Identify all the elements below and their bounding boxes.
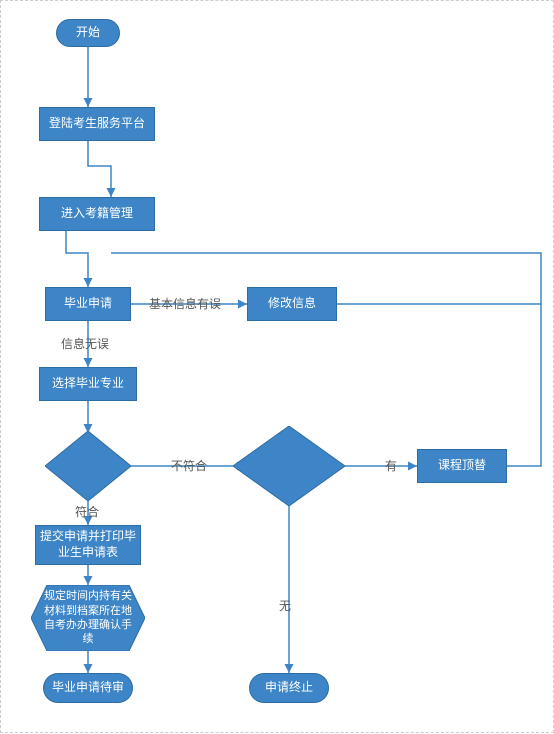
node-select: 选择毕业专业	[39, 367, 137, 401]
node-label: 毕业申请待审	[52, 680, 124, 696]
node-replace: 课程顶替	[417, 449, 507, 483]
node-label: 修改信息	[268, 296, 316, 312]
edge-label-info-ok: 信息无误	[61, 335, 109, 352]
node-confirm: 规定时间内持有关材料到档案所在地自考办办理确认手续	[31, 585, 145, 651]
node-label: 开始	[76, 25, 100, 41]
node-submit: 提交申请并打印毕业生申请表	[35, 525, 141, 565]
node-verify: 核实课程，是否有课程顶替	[233, 426, 345, 506]
edge-label-has: 有	[385, 457, 397, 474]
node-modify: 修改信息	[247, 287, 337, 321]
node-manage: 进入考籍管理	[39, 197, 155, 231]
edge-label-fail: 不符合	[171, 457, 207, 474]
node-label: 登陆考生服务平台	[49, 116, 145, 132]
edge-label-info-error: 基本信息有误	[149, 295, 221, 312]
node-label: 申请终止	[265, 680, 313, 696]
node-label: 课程顶替	[438, 458, 486, 474]
edge-label-pass: 符合	[75, 503, 99, 520]
node-label: 提交申请并打印毕业生申请表	[36, 529, 140, 560]
node-label: 毕业申请	[64, 296, 112, 312]
node-pending: 毕业申请待审	[43, 673, 133, 703]
edge-label-none: 无	[279, 597, 291, 614]
node-end: 申请终止	[249, 673, 329, 703]
node-label: 进入考籍管理	[61, 206, 133, 222]
node-label: 选择毕业专业	[52, 376, 124, 392]
flowchart-container: 开始 登陆考生服务平台 进入考籍管理 毕业申请 修改信息 选择毕业专业 毕业条件…	[0, 0, 554, 733]
node-apply: 毕业申请	[45, 287, 131, 321]
node-judge: 毕业条件判定	[45, 431, 131, 501]
node-login: 登陆考生服务平台	[39, 107, 155, 141]
node-start: 开始	[56, 19, 120, 47]
node-label: 规定时间内持有关材料到档案所在地自考办办理确认手续	[31, 589, 145, 646]
